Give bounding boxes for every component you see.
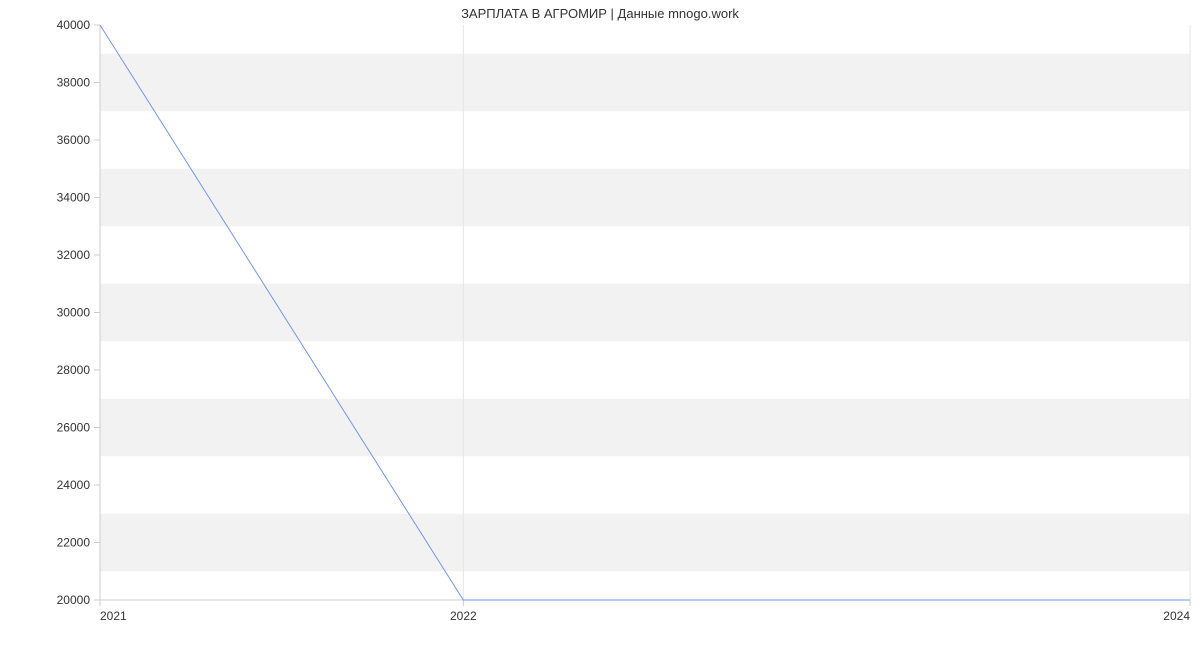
grid-band bbox=[100, 514, 1190, 572]
y-tick-label: 28000 bbox=[57, 363, 91, 377]
y-tick-label: 32000 bbox=[57, 248, 91, 262]
x-tick-label: 2024 bbox=[1163, 609, 1190, 623]
grid-band bbox=[100, 169, 1190, 227]
chart-svg: 20000 22000 24000 26000 28000 30000 32000 34000… bbox=[0, 0, 1200, 650]
y-tick-label: 36000 bbox=[57, 133, 91, 147]
grid-band bbox=[100, 399, 1190, 457]
x-tick-label: 2022 bbox=[450, 609, 477, 623]
y-tick-label: 38000 bbox=[57, 76, 91, 90]
y-tick-label: 34000 bbox=[57, 191, 91, 205]
grid-band bbox=[100, 284, 1190, 342]
x-tick-label: 2021 bbox=[100, 609, 127, 623]
y-tick-label: 30000 bbox=[57, 306, 91, 320]
y-tick-label: 22000 bbox=[57, 536, 91, 550]
salary-chart: ЗАРПЛАТА В АГРОМИР | Данные mnogo.work 2… bbox=[0, 0, 1200, 650]
y-tick-label: 40000 bbox=[57, 18, 91, 32]
y-tick-label: 24000 bbox=[57, 478, 91, 492]
y-tick-label: 20000 bbox=[57, 593, 91, 607]
grid-band bbox=[100, 54, 1190, 112]
y-tick-label: 26000 bbox=[57, 421, 91, 435]
